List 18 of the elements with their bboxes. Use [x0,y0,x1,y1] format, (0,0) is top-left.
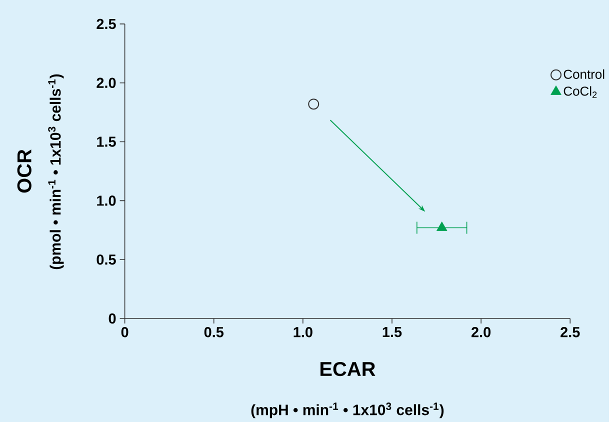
y-tick-label: 2.0 [96,78,116,88]
legend-label: Control [564,69,604,79]
x-tick-label: 0.5 [204,326,224,338]
x-tick-label: 1.5 [382,326,402,337]
y-axis-title: OCR [17,149,32,192]
text: (mpH • min$^{-1}$ • 1x10$^{3}$ cells$^{-1}$) [251,402,444,418]
x-tick-label: 1.0 [294,326,312,338]
x-tick-label: 0 [121,326,128,338]
text: (pmol • min$^{-1}$ • 1x10$^{3}$ cells$^{-1}$) [48,74,64,269]
y-tick-label: 0.5 [96,254,116,265]
x-axis-title: ECAR [320,362,376,376]
y-tick-label: 1.0 [97,195,116,206]
y-tick-label: 1.5 [97,136,116,147]
x-tick-label: 2.0 [471,326,491,338]
legend-label: CoCl$_{2}$ [564,86,597,98]
x-tick-label: 2.5 [560,326,580,338]
y-tick-label: 2.5 [96,18,116,29]
y-tick-label: 0 [108,313,116,324]
